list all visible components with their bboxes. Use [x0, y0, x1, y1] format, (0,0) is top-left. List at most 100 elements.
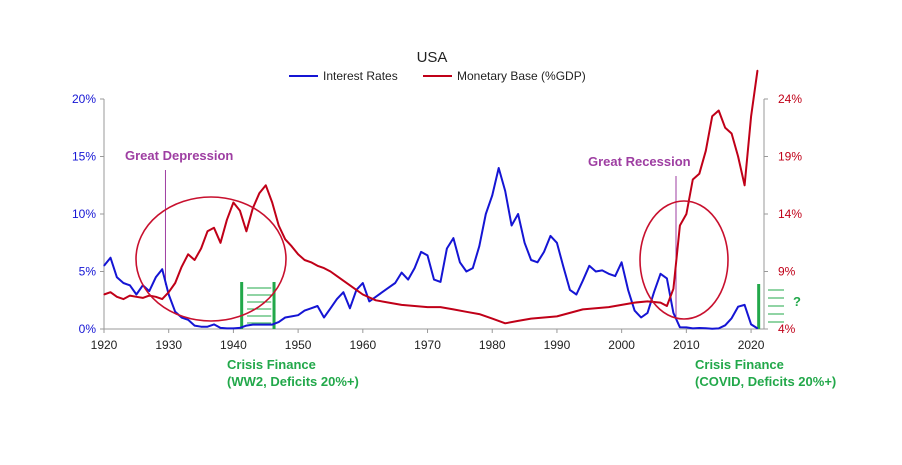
- data-point-interest-rates: [122, 282, 124, 284]
- data-point-interest-rates: [485, 213, 487, 215]
- x-tick-label: 2020: [738, 338, 765, 352]
- data-point-interest-rates: [258, 324, 260, 326]
- y-left-tick-label: 5%: [79, 265, 97, 279]
- data-point-interest-rates: [582, 280, 584, 282]
- data-point-interest-rates: [329, 307, 332, 309]
- data-point-interest-rates: [420, 251, 422, 253]
- data-point-interest-rates: [135, 293, 137, 296]
- data-point-interest-rates: [336, 298, 338, 300]
- data-point-monetary-base: [666, 305, 668, 307]
- data-point-interest-rates: [750, 323, 752, 325]
- annotation-group: [135, 196, 729, 322]
- data-point-interest-rates: [103, 265, 105, 267]
- data-point-monetary-base: [711, 115, 713, 117]
- x-tick-label: 2010: [673, 338, 700, 352]
- data-point-monetary-base: [750, 115, 752, 117]
- data-point-interest-rates: [666, 277, 668, 279]
- data-point-monetary-base: [271, 201, 273, 204]
- y-left-tick-label: 0%: [79, 322, 97, 336]
- data-point-interest-rates: [608, 273, 610, 275]
- data-point-monetary-base: [278, 224, 280, 227]
- data-point-monetary-base: [698, 173, 700, 175]
- data-point-monetary-base: [718, 109, 720, 112]
- data-point-interest-rates: [148, 290, 150, 292]
- data-point-interest-rates: [310, 307, 312, 309]
- data-point-interest-rates: [278, 321, 280, 323]
- data-point-interest-rates: [634, 310, 636, 312]
- crisis-bar-covid: [757, 284, 761, 329]
- data-point-monetary-base: [556, 315, 558, 317]
- data-point-monetary-base: [258, 192, 260, 194]
- data-point-interest-rates: [155, 276, 157, 278]
- x-tick-label: 1940: [220, 338, 247, 352]
- data-point-interest-rates: [744, 304, 746, 306]
- data-point-monetary-base: [692, 178, 694, 181]
- data-point-interest-rates: [206, 326, 209, 328]
- data-point-monetary-base: [478, 313, 480, 315]
- data-point-monetary-base: [135, 296, 137, 298]
- data-point-monetary-base: [621, 304, 623, 306]
- x-tick-label: 1980: [479, 338, 506, 352]
- data-point-interest-rates: [646, 312, 649, 314]
- data-point-monetary-base: [582, 308, 584, 310]
- data-point-interest-rates: [401, 272, 403, 274]
- data-point-interest-rates: [562, 266, 565, 268]
- legend-label-interest-rates: Interest Rates: [323, 69, 398, 83]
- data-point-monetary-base: [646, 300, 649, 302]
- data-point-interest-rates: [426, 254, 429, 256]
- data-point-interest-rates: [731, 317, 733, 319]
- data-point-interest-rates: [569, 289, 571, 291]
- y-right-tick-label: 24%: [778, 92, 802, 106]
- data-point-monetary-base: [304, 259, 306, 261]
- data-point-monetary-base: [414, 305, 416, 307]
- data-point-monetary-base: [679, 224, 681, 227]
- data-point-interest-rates: [595, 270, 597, 273]
- data-point-monetary-base: [355, 289, 357, 291]
- data-point-interest-rates: [536, 261, 539, 263]
- data-point-interest-rates: [200, 326, 202, 328]
- data-point-interest-rates: [737, 306, 739, 308]
- data-point-interest-rates: [226, 327, 228, 329]
- highlight-circle-great-recession: [639, 200, 729, 320]
- data-point-interest-rates: [588, 265, 590, 267]
- data-point-monetary-base: [517, 320, 519, 322]
- data-point-interest-rates: [711, 328, 713, 330]
- data-point-monetary-base: [329, 270, 332, 273]
- data-point-interest-rates: [459, 261, 461, 263]
- data-point-monetary-base: [388, 302, 390, 304]
- data-point-interest-rates: [323, 316, 325, 319]
- data-point-monetary-base: [284, 238, 286, 240]
- data-point-monetary-base: [608, 306, 610, 308]
- chart-title: USA: [417, 49, 448, 66]
- data-point-interest-rates: [498, 167, 500, 169]
- data-point-monetary-base: [362, 293, 364, 296]
- data-point-monetary-base: [595, 307, 597, 309]
- data-point-interest-rates: [433, 279, 435, 281]
- data-point-monetary-base: [200, 247, 202, 250]
- legend-label-monetary-base: Monetary Base (%GDP): [457, 69, 586, 83]
- series-line-interest-rates: [103, 167, 759, 330]
- annotation-crisis-covid-line1: Crisis Finance: [695, 357, 784, 372]
- data-point-interest-rates: [362, 282, 364, 284]
- data-point-interest-rates: [685, 326, 688, 328]
- y-right-tick-label: 19%: [778, 150, 802, 164]
- data-point-interest-rates: [349, 307, 351, 309]
- data-point-monetary-base: [323, 267, 325, 269]
- data-point-interest-rates: [194, 325, 196, 327]
- data-point-interest-rates: [517, 213, 519, 215]
- data-point-interest-rates: [388, 287, 390, 289]
- data-point-interest-rates: [297, 314, 299, 316]
- data-point-interest-rates: [627, 289, 629, 291]
- data-point-interest-rates: [116, 276, 118, 278]
- data-point-monetary-base: [116, 296, 118, 298]
- data-point-interest-rates: [381, 291, 383, 293]
- data-point-interest-rates: [232, 327, 234, 329]
- data-point-interest-rates: [213, 323, 215, 325]
- data-point-monetary-base: [265, 184, 267, 186]
- data-point-interest-rates: [556, 242, 558, 244]
- x-tick-label: 1990: [544, 338, 571, 352]
- crisis-bar-ww2-start: [240, 282, 244, 329]
- data-point-interest-rates: [672, 312, 675, 314]
- data-point-interest-rates: [601, 269, 603, 271]
